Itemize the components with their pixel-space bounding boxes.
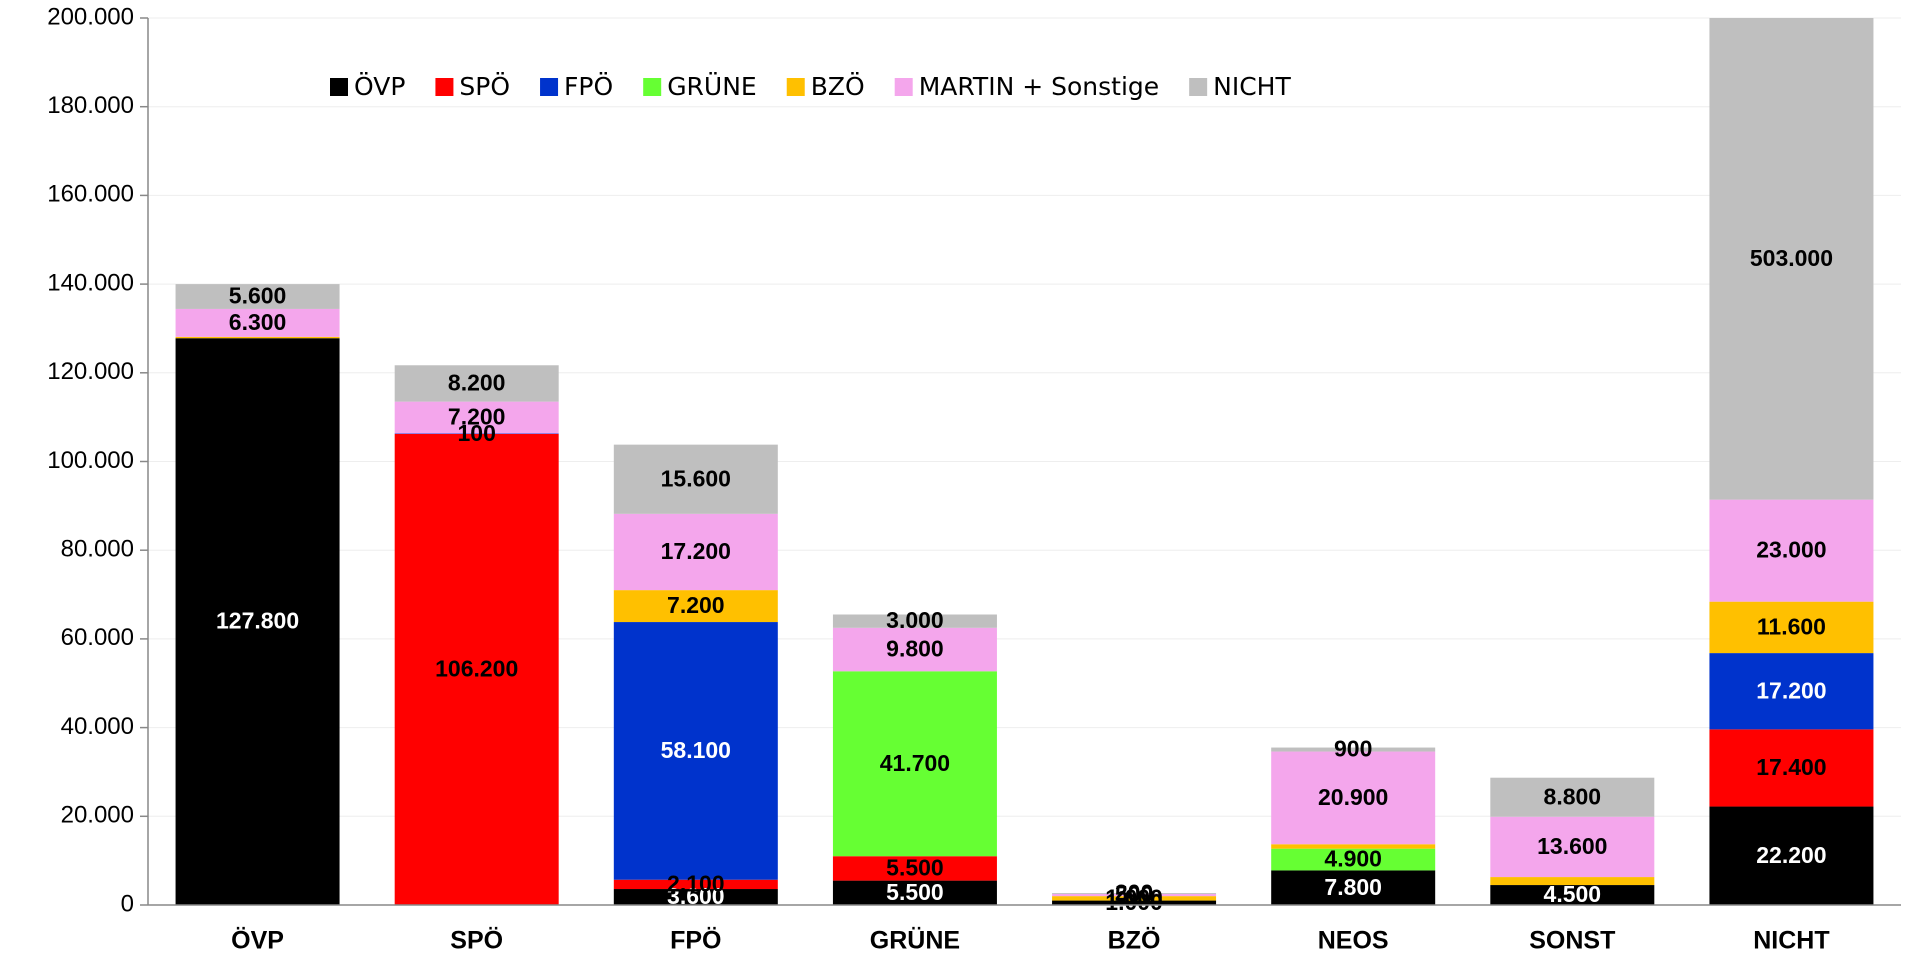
value-label: 3.000 (886, 607, 944, 633)
value-label: 5.500 (886, 854, 944, 880)
value-label: 17.200 (661, 538, 731, 564)
y-tick-label: 140.000 (47, 269, 134, 296)
legend-swatch (330, 78, 348, 96)
value-label: 11.600 (1757, 613, 1826, 639)
value-label: 23.000 (1756, 537, 1826, 563)
y-tick-label: 0 (121, 890, 134, 917)
x-tick-label: BZÖ (1108, 926, 1161, 955)
x-tick-label: SPÖ (450, 926, 503, 955)
value-label: 17.400 (1756, 754, 1826, 780)
value-label: 106.200 (435, 656, 518, 682)
legend-label: FPÖ (564, 72, 613, 101)
value-label: 503.000 (1750, 245, 1833, 271)
y-tick-label: 100.000 (47, 447, 134, 474)
y-tick-label: 180.000 (47, 92, 134, 119)
value-label: 58.100 (661, 737, 731, 763)
bars (176, 0, 1874, 905)
legend-label: ÖVP (354, 72, 405, 101)
value-label: 20.900 (1318, 784, 1388, 810)
value-label: 7.200 (667, 592, 725, 618)
y-tick-label: 160.000 (47, 181, 134, 208)
value-label: 9.800 (886, 636, 944, 662)
legend-swatch (435, 78, 453, 96)
value-label: 7.200 (448, 404, 506, 430)
legend-label: MARTIN + Sonstige (919, 72, 1159, 101)
value-label: 7.800 (1324, 874, 1382, 900)
legend-swatch (643, 78, 661, 96)
value-label: 200 (1115, 880, 1153, 906)
value-label: 17.200 (1756, 677, 1826, 703)
y-tick-label: 60.000 (61, 624, 134, 651)
value-label: 4.500 (1544, 881, 1602, 907)
value-label: 8.200 (448, 370, 506, 396)
y-tick-label: 120.000 (47, 358, 134, 385)
bar-segment (176, 337, 340, 338)
legend-label: SPÖ (459, 72, 510, 101)
value-label: 22.200 (1756, 842, 1826, 868)
legend-swatch (540, 78, 558, 96)
x-tick-label: NEOS (1318, 927, 1389, 955)
value-label: 8.800 (1544, 783, 1602, 809)
legend-label: NICHT (1213, 72, 1291, 101)
value-label: 2.100 (667, 870, 725, 896)
x-tick-label: GRÜNE (870, 926, 960, 955)
legend-label: GRÜNE (667, 72, 757, 101)
value-label: 127.800 (216, 608, 299, 634)
value-label: 5.600 (229, 283, 287, 309)
y-tick-label: 200.000 (47, 3, 134, 30)
value-label: 5.500 (886, 879, 944, 905)
legend-swatch (787, 78, 805, 96)
x-tick-label: FPÖ (670, 926, 721, 955)
legend-label: BZÖ (811, 72, 865, 101)
value-label: 4.900 (1324, 846, 1382, 872)
value-label: 41.700 (880, 750, 950, 776)
value-label: 900 (1334, 736, 1372, 762)
legend-swatch (1189, 78, 1207, 96)
y-tick-label: 80.000 (61, 536, 134, 563)
legend-swatch (895, 78, 913, 96)
x-tick-label: NICHT (1753, 927, 1829, 955)
value-label: 15.600 (661, 465, 731, 491)
x-tick-label: SONST (1529, 927, 1615, 955)
value-label: 6.300 (229, 309, 287, 335)
x-tick-label: ÖVP (231, 926, 284, 955)
y-tick-label: 20.000 (61, 802, 134, 829)
value-label: 13.600 (1537, 833, 1607, 859)
y-tick-label: 40.000 (61, 713, 134, 740)
